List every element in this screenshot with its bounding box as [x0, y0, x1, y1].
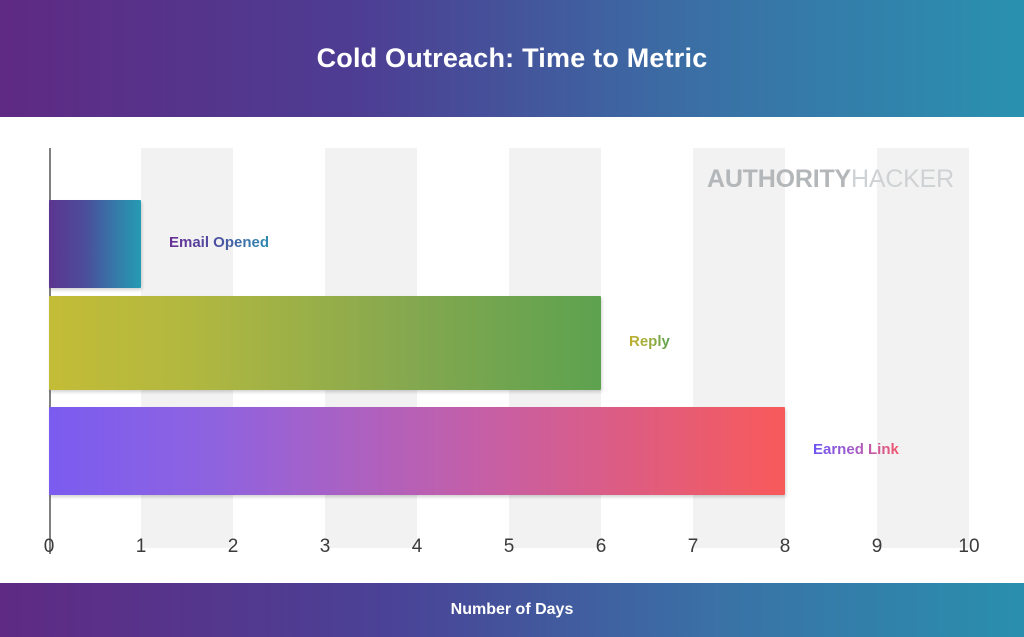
header-band: [0, 0, 1024, 117]
page-title: Cold Outreach: Time to Metric: [316, 43, 708, 73]
x-tick-label: 9: [871, 536, 883, 557]
bar-email-opened[interactable]: [49, 200, 141, 288]
x-tick-label: 1: [135, 536, 147, 557]
bar-series: Email Opened Reply Earned Link: [49, 148, 969, 548]
x-tick-label: 10: [958, 536, 980, 557]
background-band: [877, 148, 969, 548]
x-axis-ticks: 0 1 2 3 4 5 6 7 8 9 10: [44, 536, 980, 566]
watermark-light-text: HACKER: [851, 165, 954, 193]
x-tick-label: 5: [503, 536, 515, 557]
bar-label-email-opened: Email Opened: [169, 234, 270, 251]
bar-earned-link[interactable]: [49, 407, 785, 495]
bar-label-reply: Reply: [629, 333, 670, 350]
x-tick-label: 3: [319, 536, 331, 557]
authority-hacker-watermark: AUTHORITYHACKER: [707, 165, 954, 194]
footer-band: [0, 583, 1024, 637]
x-tick-label: 0: [43, 536, 55, 557]
x-tick-label: 2: [227, 536, 239, 557]
x-tick-label: 7: [687, 536, 699, 557]
x-axis-title: Number of Days: [450, 601, 574, 618]
bar-reply[interactable]: [49, 296, 601, 390]
x-tick-label: 8: [779, 536, 791, 557]
x-tick-label: 6: [595, 536, 607, 557]
watermark-bold-text: AUTHORITY: [706, 165, 851, 193]
bar-label-earned-link: Earned Link: [813, 441, 899, 458]
plot-area: Email Opened Reply Earned Link: [0, 117, 1024, 580]
x-tick-label: 4: [411, 536, 423, 557]
